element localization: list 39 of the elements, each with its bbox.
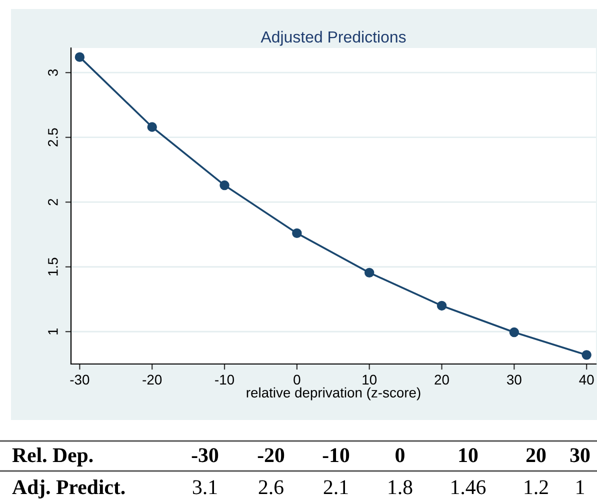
chart-title: Adjusted Predictions xyxy=(260,30,406,46)
point xyxy=(147,122,157,132)
text: 0 xyxy=(396,448,404,462)
text: 30 xyxy=(570,448,590,462)
x-axis-title: relative deprivation (z-score) xyxy=(246,387,420,400)
x-tick-label: -10 xyxy=(215,374,234,385)
text: 10 xyxy=(459,448,478,462)
text: -10 xyxy=(322,448,350,462)
point xyxy=(364,268,374,278)
text: 2.1 xyxy=(324,480,348,494)
y-tick-label: 2.5 xyxy=(48,128,58,146)
x-tick-label: 20 xyxy=(434,374,449,385)
point xyxy=(582,350,592,360)
text: -20 xyxy=(258,448,284,462)
text: 1.46 xyxy=(452,480,486,494)
y-tick-label: 1.5 xyxy=(48,258,58,276)
point xyxy=(509,327,520,338)
x-tick-label: 40 xyxy=(579,374,594,385)
point xyxy=(220,180,230,190)
text: 3.1 xyxy=(192,480,217,494)
text: 1.8 xyxy=(388,480,412,494)
text: 20 xyxy=(526,448,546,462)
text: 1 xyxy=(576,480,584,494)
y-tick-label: 3 xyxy=(48,69,58,76)
y-tick-label: 2 xyxy=(48,198,58,206)
point xyxy=(74,52,85,62)
point xyxy=(292,228,302,238)
x-tick-label: -30 xyxy=(70,374,90,385)
text: 2.6 xyxy=(258,480,284,494)
text: -30 xyxy=(192,448,218,462)
x-tick-label: 30 xyxy=(506,374,522,385)
point xyxy=(436,300,447,311)
x-tick-label: 0 xyxy=(294,374,300,385)
text: Rel. Dep. xyxy=(12,448,93,466)
text: 1.2 xyxy=(524,480,548,494)
y-tick-label: 1 xyxy=(48,328,58,334)
text: Adj. Predict. xyxy=(12,480,125,498)
x-tick-label: 10 xyxy=(362,374,377,385)
x-tick-label: -20 xyxy=(142,374,162,385)
